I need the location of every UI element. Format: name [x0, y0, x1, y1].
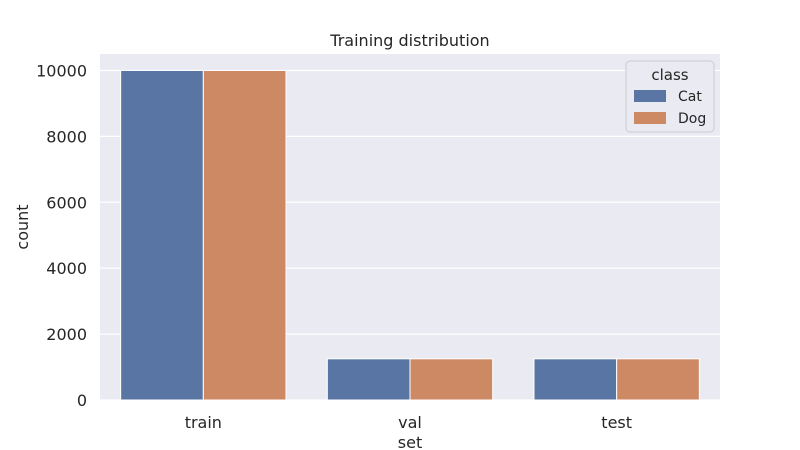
- legend: class Cat Dog: [625, 60, 715, 133]
- bars: [120, 69, 700, 401]
- y-tick-label: 8000: [46, 127, 87, 146]
- x-tick-label-val: val: [398, 413, 422, 432]
- bar-val-cat: [326, 358, 411, 401]
- legend-swatch-cat: [634, 90, 666, 102]
- y-tick-label: 2000: [46, 325, 87, 344]
- bar-test-cat: [533, 358, 618, 401]
- legend-title: class: [651, 66, 688, 84]
- y-tick-label: 6000: [46, 193, 87, 212]
- bar-test-dog: [616, 358, 700, 401]
- bar-train-dog: [202, 69, 287, 401]
- legend-label-dog: Dog: [678, 111, 706, 127]
- x-tick-label-train: train: [185, 413, 222, 432]
- x-tick-label-test: test: [601, 413, 632, 432]
- bar-val-dog: [409, 358, 494, 401]
- x-axis-label: set: [398, 433, 422, 450]
- y-tick-labels: 0 2000 4000 6000 8000 10000: [36, 61, 87, 410]
- legend-swatch-dog: [634, 112, 666, 124]
- y-tick-label: 4000: [46, 259, 87, 278]
- x-tick-labels: train val test: [185, 413, 632, 432]
- chart-title: Training distribution: [329, 31, 489, 50]
- legend-label-cat: Cat: [678, 89, 702, 105]
- y-tick-label: 0: [77, 391, 87, 410]
- y-axis-label: count: [13, 204, 32, 249]
- bar-train-cat: [120, 69, 204, 401]
- y-tick-label: 10000: [36, 61, 87, 80]
